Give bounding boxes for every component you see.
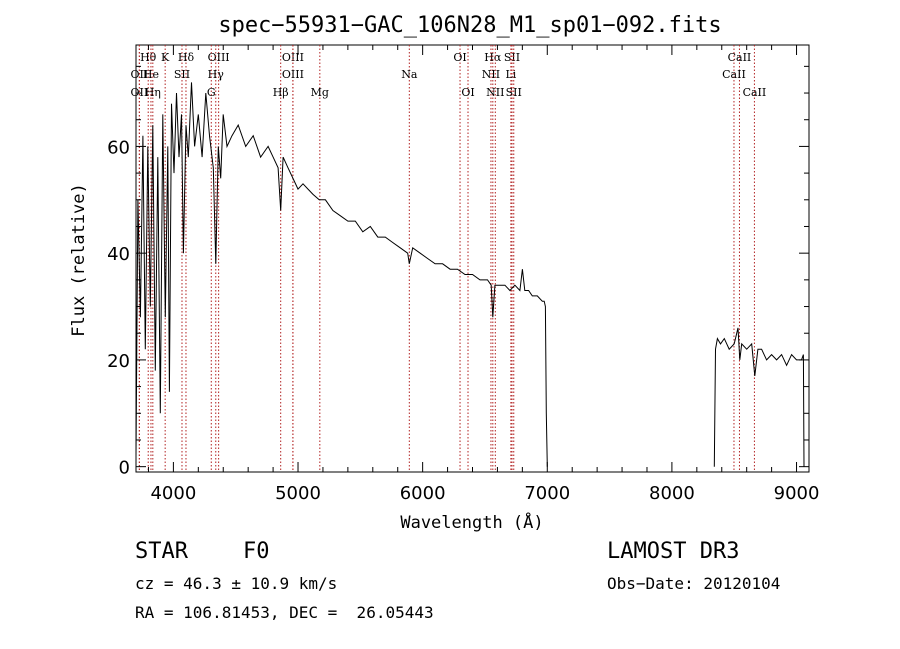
- line-marker-label-10: He: [143, 68, 159, 81]
- x-tick-label-9000: 9000: [774, 483, 820, 504]
- x-tick-label-8000: 8000: [649, 483, 695, 504]
- y-axis-label: Flux (relative): [69, 183, 89, 337]
- line-marker-label-25: SII: [506, 86, 522, 99]
- y-tick-label-60: 60: [107, 137, 130, 158]
- x-axis-label: Wavelength (Å): [400, 511, 543, 533]
- line-marker-label-15: NII: [482, 68, 500, 81]
- line-marker-label-14: Na: [401, 68, 418, 81]
- line-marker-label-19: Hη: [145, 86, 161, 99]
- line-marker-label-24: NII: [486, 86, 504, 99]
- x-tick-label-5000: 5000: [275, 483, 321, 504]
- line-marker-label-0: Hθ: [140, 51, 157, 64]
- line-marker-label-22: Mg: [311, 86, 329, 99]
- chart-title: spec−55931−GAC_106N28_M1_sp01−092.fits: [218, 13, 721, 38]
- line-marker-label-12: Hγ: [208, 68, 225, 81]
- spectrum-line-spectrum-red: [713, 327, 805, 467]
- line-marker-label-6: Hα: [484, 51, 502, 64]
- x-tick-label-6000: 6000: [400, 483, 446, 504]
- spectrum-series: [135, 82, 805, 467]
- line-marker-label-23: OI: [461, 86, 474, 99]
- x-tick-label-7000: 7000: [524, 483, 570, 504]
- line-marker-label-16: Li: [505, 68, 516, 81]
- line-marker-label-3: OIII: [208, 51, 230, 64]
- axis-ticks: 4000 5000 6000 7000 8000 9000 0 20 40 60: [107, 45, 819, 504]
- line-marker-label-11: SII: [174, 68, 190, 81]
- line-marker-label-20: G: [207, 86, 216, 99]
- spectrum-line-spectrum-blue: [135, 82, 548, 467]
- plot-frame: [135, 44, 810, 473]
- line-marker-label-2: Hδ: [178, 51, 195, 64]
- line-marker-label-21: Hβ: [273, 86, 289, 99]
- x-tick-label-4000: 4000: [150, 483, 196, 504]
- redshift-value: cz = 46.3 ± 10.9 km/s: [135, 574, 338, 593]
- object-class: STAR: [135, 539, 188, 564]
- observation-date: Obs−Date: 20120104: [607, 574, 781, 593]
- line-marker-label-13: OIII: [282, 68, 304, 81]
- y-tick-label-0: 0: [119, 458, 130, 479]
- spectrum-chart: spec−55931−GAC_106N28_M1_sp01−092.fits H…: [69, 13, 819, 533]
- sky-coordinates: RA = 106.81453, DEC = 26.05443: [135, 603, 434, 622]
- y-tick-label-40: 40: [107, 244, 130, 265]
- line-marker-label-17: CaII: [722, 68, 746, 81]
- line-marker-label-26: CaII: [743, 86, 767, 99]
- line-marker-label-18: OII: [131, 86, 149, 99]
- line-marker-label-8: CaII: [728, 51, 752, 64]
- y-tick-label-20: 20: [107, 351, 130, 372]
- spectral-subclass: F0: [243, 539, 270, 564]
- line-marker-label-5: OI: [453, 51, 466, 64]
- survey-name: LAMOST DR3: [607, 539, 740, 564]
- line-marker-label-1: K: [161, 51, 170, 64]
- line-marker-label-7: SII: [504, 51, 520, 64]
